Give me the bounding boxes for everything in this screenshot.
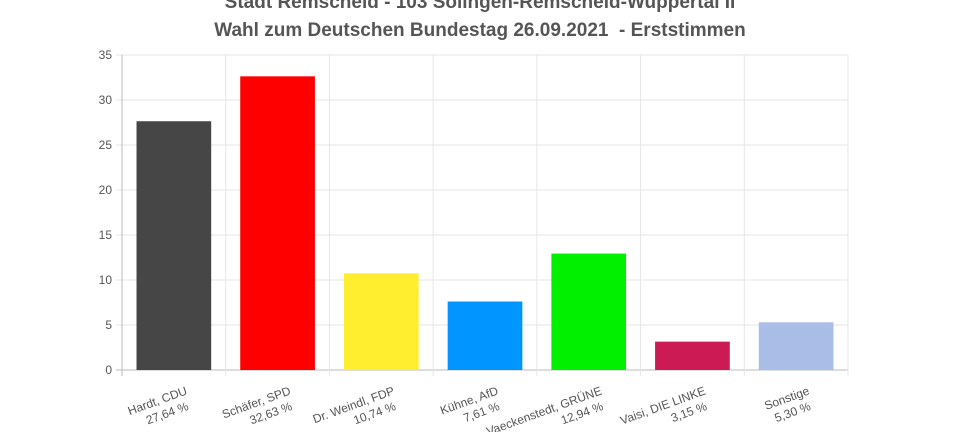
y-tick-label: 15 [99, 228, 113, 242]
bar [551, 253, 627, 370]
y-tick-label: 5 [105, 318, 112, 332]
x-tick-label: Vaeckenstedt, GRÜNE12,94 % [484, 384, 608, 432]
x-tick-label: Dr. Weindl, FDP10,74 % [311, 384, 402, 432]
x-tick-label: Sonstige5,30 % [762, 384, 816, 427]
chart-title: Stadt Remscheid - 103 Solingen-Remscheid… [224, 0, 736, 13]
bar [240, 76, 315, 370]
x-tick-label: Vaisi, DIE LINKE3,15 % [618, 384, 712, 432]
y-tick-label: 35 [99, 48, 113, 62]
bar [343, 273, 419, 370]
y-tick-label: 20 [99, 183, 113, 197]
bar [655, 341, 730, 370]
bar [758, 322, 834, 370]
bar [136, 121, 212, 371]
y-tick-label: 30 [99, 93, 113, 107]
y-tick-label: 0 [105, 363, 112, 377]
chart-subtitle: Wahl zum Deutschen Bundestag 26.09.2021 … [214, 20, 746, 41]
x-tick-label: Schäfer, SPD32,63 % [220, 384, 298, 432]
y-tick-label: 25 [99, 138, 113, 152]
y-tick-label: 10 [99, 273, 113, 287]
x-tick-label: Hardt, CDU27,64 % [126, 384, 194, 432]
bar [447, 301, 523, 370]
